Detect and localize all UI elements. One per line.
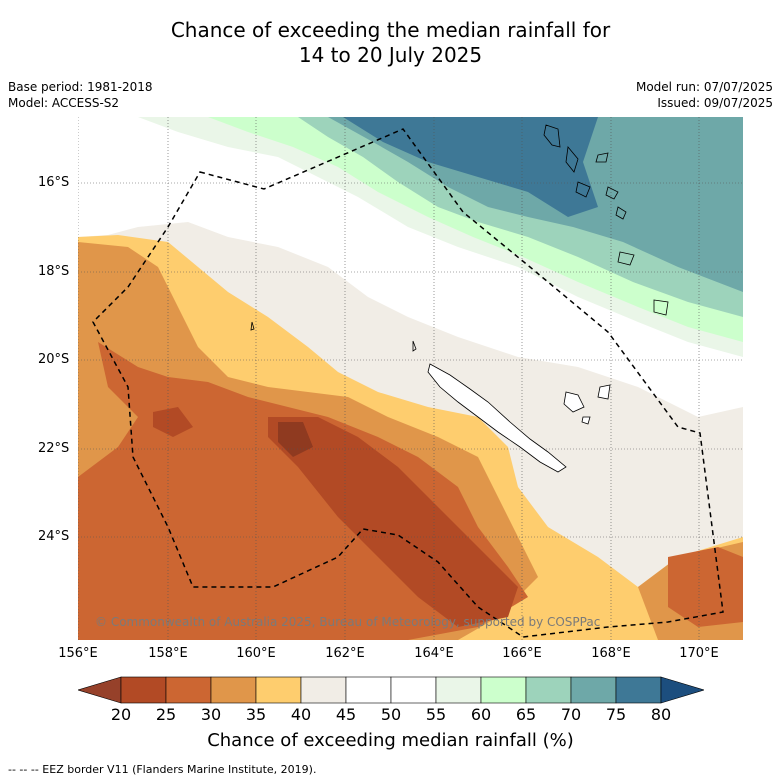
loyalty-island-1 [563,391,585,413]
rainfall-map [78,117,743,640]
model-run: Model run: 07/07/2025 [635,80,773,94]
map-area [78,117,743,640]
colorbar-segment-65-70 [525,676,572,704]
band-20-25 [268,417,518,627]
colorbar-graphic [76,676,706,704]
colorbar-segment-75-80 [615,676,662,704]
colorbar-tick-35: 35 [245,705,267,724]
title-line-2: 14 to 20 July 2025 [298,43,483,67]
vanuatu-island-2 [565,146,579,173]
colorbar-tick-60: 60 [470,705,492,724]
colorbar-tick-45: 45 [335,705,357,724]
vanuatu-island-1 [543,124,561,148]
islet-north [412,340,417,352]
vanuatu-island-3 [595,152,609,163]
lon-label-156e: 156°E [58,646,98,661]
lat-label-24s: 24°S [38,529,70,544]
colorbar-tick-65: 65 [515,705,537,724]
lat-label-18s: 18°S [38,264,70,279]
lat-label-22s: 22°S [38,441,70,456]
colorbar-under-arrow [76,676,122,704]
colorbar-segment-70-75 [570,676,617,704]
band-25-30-east [668,547,743,627]
colorbar-tick-80: 80 [650,705,672,724]
loyalty-island-3 [581,416,591,425]
colorbar-tick-75: 75 [605,705,627,724]
band-75-80 [343,117,598,217]
base-period: Base period: 1981-2018 [8,80,153,94]
lat-label-16s: 16°S [38,175,70,190]
lon-label-160e: 160°E [236,646,276,661]
model-name: Model: ACCESS-S2 [8,96,120,110]
colorbar-tick-70: 70 [560,705,582,724]
colorbar [76,676,706,708]
colorbar-tick-30: 30 [200,705,222,724]
colorbar-tick-25: 25 [155,705,177,724]
loyalty-island-2 [597,384,611,400]
vanuatu-island-7 [617,251,635,266]
colorbar-segment-40-45 [300,676,347,704]
lon-label-170e: 170°E [679,646,719,661]
copyright-notice: © Commonwealth of Australia 2025, Bureau… [95,615,601,629]
colorbar-tick-40: 40 [290,705,312,724]
colorbar-title: Chance of exceeding median rainfall (%) [207,730,574,751]
colorbar-segment-25-30 [165,676,212,704]
title-line-1: Chance of exceeding the median rainfall … [170,18,611,42]
colorbar-tick-55: 55 [425,705,447,724]
colorbar-segment-60-65 [480,676,527,704]
eez-footnote: -- -- -- EEZ border V11 (Flanders Marine… [8,763,317,776]
colorbar-segment-50-55 [390,676,437,704]
vanuatu-island-6 [615,206,627,220]
meta-left: Base period: 1981-2018 Model: ACCESS-S2 [8,79,153,111]
eez-border [92,128,724,638]
colorbar-segment-30-35 [210,676,257,704]
islet-west [250,321,255,331]
lon-label-168e: 168°E [591,646,631,661]
lon-label-158e: 158°E [148,646,188,661]
issued-date: Issued: 09/07/2025 [657,96,773,110]
colorbar-tick-20: 20 [110,705,132,724]
vanuatu-island-4 [575,181,591,198]
vanuatu-island-8 [653,299,669,316]
new-caledonia-island [427,363,567,473]
band-20-25-west [153,407,193,437]
colorbar-segment-55-60 [435,676,482,704]
band-below-20 [278,422,313,457]
lon-label-164e: 164°E [414,646,454,661]
map-title: Chance of exceeding the median rainfall … [0,18,781,68]
colorbar-over-arrow [660,676,706,704]
lat-label-20s: 20°S [38,352,70,367]
vanuatu-island-5 [605,186,619,200]
colorbar-segment-20-25 [120,676,167,704]
lon-label-162e: 162°E [325,646,365,661]
colorbar-segment-45-50 [345,676,392,704]
colorbar-tick-50: 50 [380,705,402,724]
meta-right: Model run: 07/07/2025 Issued: 09/07/2025 [636,79,773,111]
lon-label-166e: 166°E [502,646,542,661]
colorbar-segment-35-40 [255,676,302,704]
